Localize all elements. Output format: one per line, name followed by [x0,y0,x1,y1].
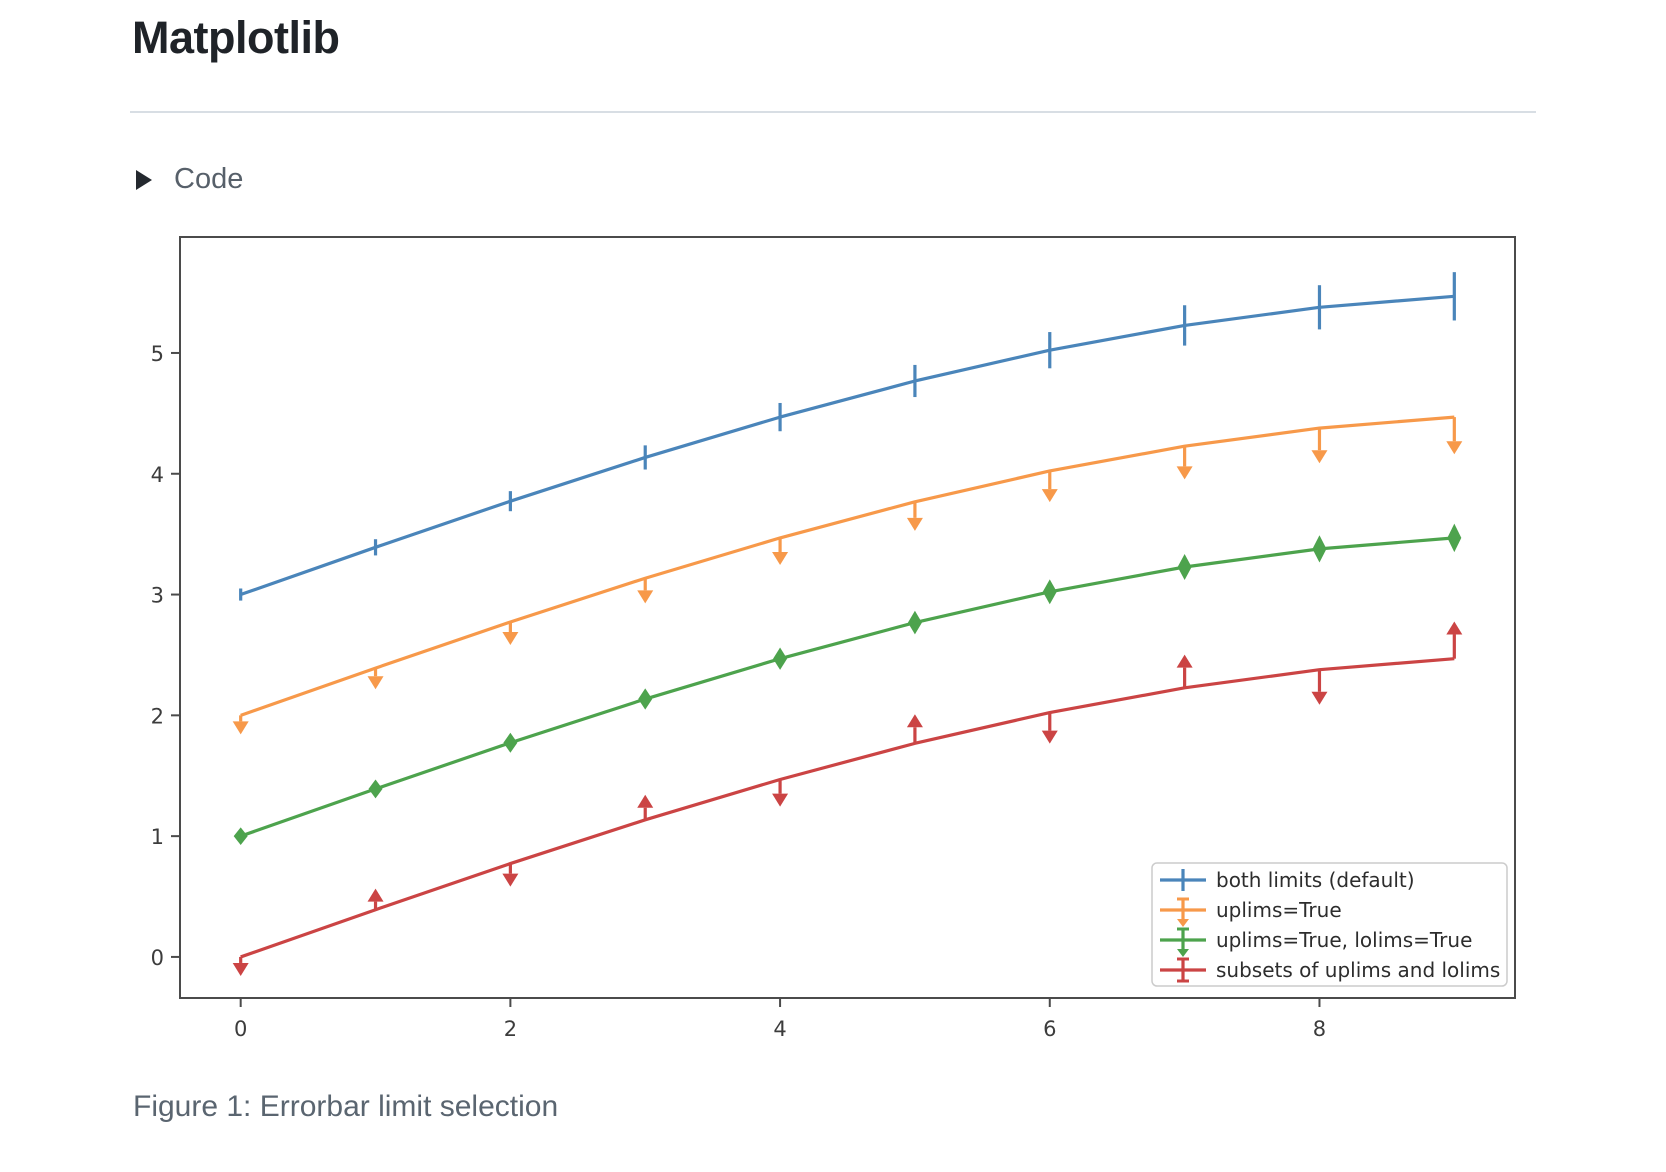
down-arrow-icon [232,962,249,976]
limit-diamond-icon [1177,553,1192,581]
x-tick-label: 0 [234,1017,247,1041]
up-arrow-icon [906,714,923,728]
y-tick-label: 4 [151,463,164,487]
down-arrow-icon [232,721,249,735]
x-tick-label: 6 [1043,1017,1056,1041]
series-subsets [232,621,1463,976]
down-arrow-icon [772,552,789,566]
up-arrow-icon [1176,654,1193,668]
figure-caption: Figure 1: Errorbar limit selection [133,1090,559,1123]
limit-diamond-icon [233,827,248,845]
down-arrow-icon [367,676,384,690]
legend-box [1151,862,1508,987]
legend-label-subsets: subsets of uplims and lolims [1216,958,1500,982]
code-disclosure-toggle[interactable]: Code [136,163,243,196]
y-tick-label: 3 [151,584,164,608]
legend-key-down-arrow-icon [1177,919,1189,927]
down-arrow-icon [1041,489,1058,503]
limit-diamond-icon [1447,523,1462,553]
down-arrow-icon [1176,466,1193,480]
down-arrow-icon [1311,691,1328,705]
x-tick-label: 2 [504,1017,517,1041]
down-arrow-icon [502,631,519,645]
down-arrow-icon [502,873,519,887]
series-line-uplims-lolims [240,536,1455,838]
up-arrow-icon [1446,621,1463,635]
limit-diamond-icon [503,732,518,753]
up-arrow-icon [637,794,654,808]
limit-diamond-icon [907,610,922,635]
header-divider [130,111,1536,113]
down-arrow-icon [1311,450,1328,464]
legend-entry-both-limits: both limits (default) [1160,868,1415,892]
series-line-both-limits [240,294,1455,597]
y-tick-label: 1 [151,825,164,849]
down-arrow-icon [1446,441,1463,455]
limit-diamond-icon [638,688,653,710]
limit-diamond-icon [368,779,383,799]
code-toggle-label: Code [174,163,244,195]
y-tick-label: 5 [151,342,164,366]
legend-key-down-arrow-icon [1177,949,1189,957]
legend-label-uplims: uplims=True [1216,898,1342,922]
y-tick-label: 2 [151,704,164,728]
legend-entry-uplims: uplims=True [1160,897,1342,927]
triangle-right-icon [136,169,152,190]
down-arrow-icon [906,517,923,531]
legend: both limits (default) uplims=True uplims=T… [1151,862,1508,987]
limit-diamond-icon [1042,579,1057,605]
y-tick-label: 0 [151,946,164,970]
series-uplims [232,415,1463,735]
legend-entry-subsets: subsets of uplims and lolims [1160,957,1500,983]
down-arrow-icon [1041,730,1058,744]
legend-label-both-limits: both limits (default) [1216,868,1415,892]
down-arrow-icon [772,793,789,807]
x-tick-label: 8 [1313,1017,1326,1041]
down-arrow-icon [637,590,654,604]
legend-entry-uplims-lolims: uplims=True, lolims=True [1160,927,1472,957]
up-arrow-icon [367,888,384,902]
limit-diamond-icon [773,647,788,670]
page-title: Matplotlib [132,12,340,63]
plot-area [179,236,1516,999]
series-line-uplims [240,415,1455,717]
x-tick-label: 4 [773,1017,786,1041]
series-both-limits [239,272,1456,601]
limit-diamond-icon [1312,535,1327,563]
series-line-subsets [240,657,1455,959]
legend-label-uplims-lolims: uplims=True, lolims=True [1216,928,1472,952]
series-uplims-lolims [233,523,1462,845]
